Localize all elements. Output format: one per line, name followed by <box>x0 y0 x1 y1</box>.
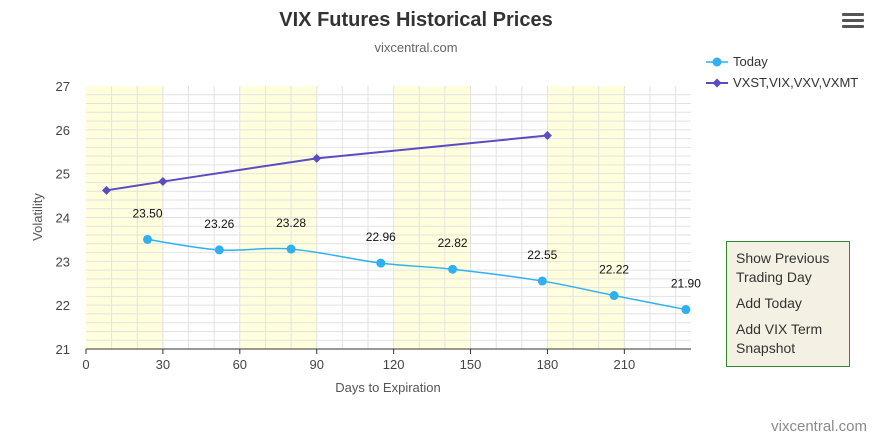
legend-label: Today <box>733 54 768 69</box>
data-label: 22.55 <box>527 248 557 262</box>
diamond-marker-icon <box>706 78 728 87</box>
data-label: 22.22 <box>599 263 629 277</box>
data-label: 22.96 <box>366 230 396 244</box>
data-point <box>286 244 296 254</box>
x-tick-label: 210 <box>613 357 635 372</box>
x-tick-label: 0 <box>82 357 89 372</box>
legend-item-today[interactable]: Today <box>706 51 858 72</box>
y-tick-label: 25 <box>56 167 70 182</box>
add-vix-term-snapshot-link[interactable]: Add VIX Term Snapshot <box>736 321 823 356</box>
chart-menu-button[interactable] <box>840 10 866 32</box>
data-point <box>376 258 386 268</box>
side-panel: Show Previous Trading Day Add Today Add … <box>726 241 850 367</box>
data-point <box>537 276 547 286</box>
data-point <box>681 305 691 315</box>
data-point <box>312 153 322 163</box>
chart-title: VIX Futures Historical Prices <box>279 9 552 31</box>
y-tick-label: 26 <box>56 123 70 138</box>
data-point <box>158 177 168 187</box>
data-label: 23.26 <box>204 217 234 231</box>
data-label: 22.82 <box>438 236 468 250</box>
show-previous-trading-day-link[interactable]: Show Previous Trading Day <box>736 250 830 285</box>
x-tick-label: 90 <box>309 357 323 372</box>
hamburger-icon <box>842 13 864 16</box>
data-label: 23.28 <box>276 216 306 230</box>
series-line-0 <box>147 238 687 311</box>
y-tick-label: 23 <box>56 254 70 269</box>
y-tick-label: 21 <box>56 342 70 357</box>
y-tick-label: 27 <box>56 79 70 94</box>
data-point <box>143 234 153 244</box>
x-tick-label: 60 <box>233 357 247 372</box>
legend: Today VXST,VIX,VXV,VXMT <box>706 51 858 93</box>
footer-credit: vixcentral.com <box>771 418 867 435</box>
x-axis-title: Days to Expiration <box>335 380 441 395</box>
x-tick-label: 150 <box>460 357 482 372</box>
y-tick-label: 24 <box>56 211 70 226</box>
data-point <box>609 291 619 301</box>
data-point <box>214 245 224 255</box>
series-line-1 <box>106 134 548 192</box>
x-tick-label: 180 <box>537 357 559 372</box>
data-label: 23.50 <box>133 206 163 220</box>
legend-label: VXST,VIX,VXV,VXMT <box>733 75 859 90</box>
data-point <box>542 131 552 141</box>
chart-subtitle: vixcentral.com <box>374 40 457 55</box>
x-tick-label: 120 <box>383 357 405 372</box>
data-label: 21.90 <box>671 277 701 291</box>
legend-item-vxst[interactable]: VXST,VIX,VXV,VXMT <box>706 72 858 93</box>
y-tick-label: 22 <box>56 298 70 313</box>
x-tick-label: 30 <box>156 357 170 372</box>
circle-marker-icon <box>706 57 728 66</box>
data-point <box>448 264 458 274</box>
data-point <box>102 185 112 195</box>
y-axis-title: Volatility <box>30 193 45 241</box>
add-today-link[interactable]: Add Today <box>736 295 802 311</box>
